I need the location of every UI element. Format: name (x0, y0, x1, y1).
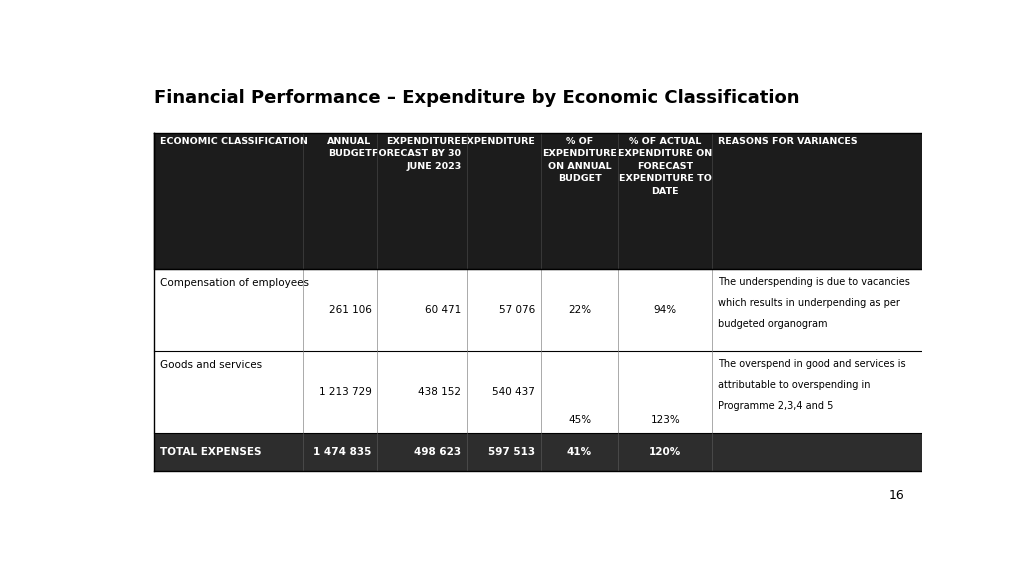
Text: 261 106: 261 106 (329, 305, 372, 314)
Text: 57 076: 57 076 (499, 305, 536, 314)
Text: 120%: 120% (649, 446, 681, 457)
Text: EXPENDITURE
FORECAST BY 30
JUNE 2023: EXPENDITURE FORECAST BY 30 JUNE 2023 (373, 137, 461, 170)
Text: TOTAL EXPENSES: TOTAL EXPENSES (160, 446, 261, 457)
Text: EXPENDITURE: EXPENDITURE (460, 137, 536, 146)
Text: 498 623: 498 623 (414, 446, 461, 457)
Bar (155, 351, 948, 433)
Text: Programme 2,3,4 and 5: Programme 2,3,4 and 5 (718, 401, 833, 411)
Text: 540 437: 540 437 (493, 386, 536, 397)
Text: Financial Performance – Expenditure by Economic Classification: Financial Performance – Expenditure by E… (155, 89, 800, 107)
Text: 94%: 94% (653, 305, 677, 314)
Text: which results in underpending as per: which results in underpending as per (718, 298, 899, 308)
Text: 45%: 45% (568, 415, 591, 425)
Text: Compensation of employees: Compensation of employees (160, 278, 309, 287)
Text: ECONOMIC CLASSIFICATION: ECONOMIC CLASSIFICATION (160, 137, 307, 146)
Text: attributable to overspending in: attributable to overspending in (718, 380, 870, 390)
Bar (155, 134, 948, 268)
Text: % OF ACTUAL
EXPENDITURE ON
FORECAST
EXPENDITURE TO
DATE: % OF ACTUAL EXPENDITURE ON FORECAST EXPE… (618, 137, 713, 195)
Bar (155, 268, 948, 351)
Text: 1 213 729: 1 213 729 (318, 386, 372, 397)
Text: 60 471: 60 471 (425, 305, 461, 314)
Text: The overspend in good and services is: The overspend in good and services is (718, 359, 905, 369)
Text: ANNUAL
BUDGET: ANNUAL BUDGET (328, 137, 372, 158)
Text: % OF
EXPENDITURE
ON ANNUAL
BUDGET: % OF EXPENDITURE ON ANNUAL BUDGET (542, 137, 617, 183)
Text: 16: 16 (889, 488, 904, 502)
Text: 41%: 41% (567, 446, 592, 457)
Text: 597 513: 597 513 (488, 446, 536, 457)
Text: budgeted organogram: budgeted organogram (718, 319, 827, 329)
Text: The underspending is due to vacancies: The underspending is due to vacancies (718, 276, 909, 287)
Text: 438 152: 438 152 (419, 386, 461, 397)
Bar (155, 433, 948, 471)
Text: 22%: 22% (568, 305, 591, 314)
Text: 123%: 123% (650, 415, 680, 425)
Text: 1 474 835: 1 474 835 (313, 446, 372, 457)
Text: Goods and services: Goods and services (160, 359, 262, 370)
Text: REASONS FOR VARIANCES: REASONS FOR VARIANCES (718, 137, 857, 146)
